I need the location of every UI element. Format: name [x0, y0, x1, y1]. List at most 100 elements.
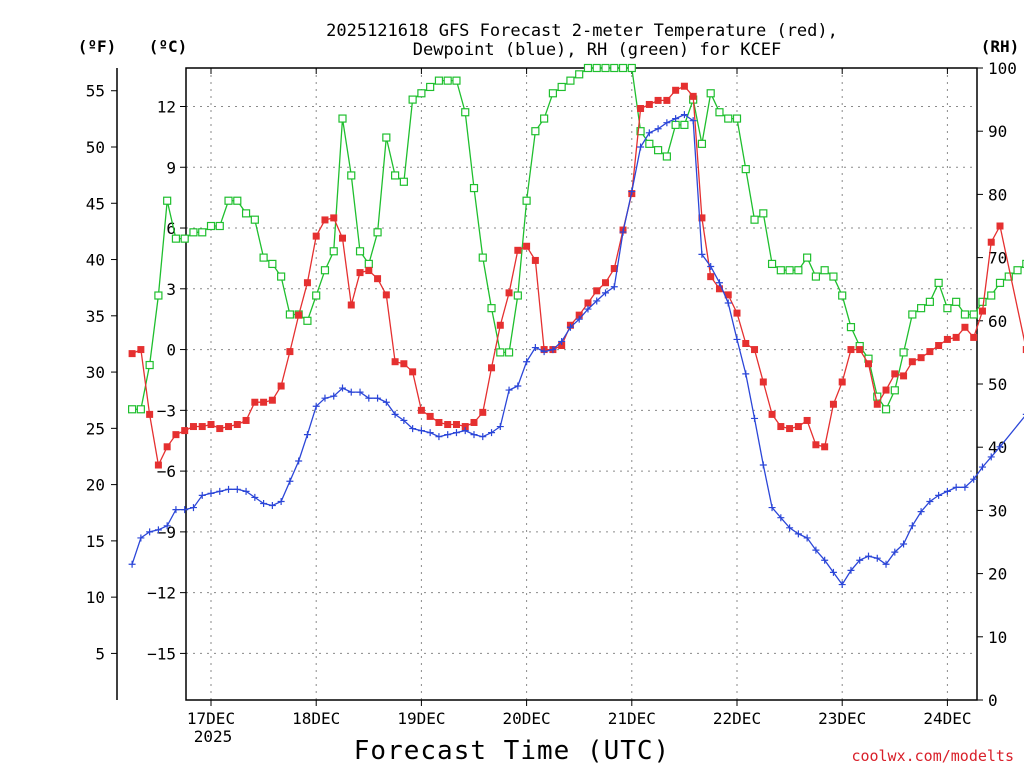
- fahrenheit-tick-label: 10: [86, 588, 105, 607]
- rh-point: [382, 133, 391, 142]
- rh-point: [1022, 259, 1024, 269]
- temperature-point: [794, 423, 802, 431]
- rh-tick-label: 50: [988, 375, 1007, 394]
- rh-point: [592, 63, 601, 73]
- dewpoint-point: [637, 143, 645, 151]
- rh-point: [426, 82, 435, 92]
- rh-point: [478, 253, 487, 262]
- rh-point: [943, 304, 952, 313]
- temperature-point: [715, 285, 723, 293]
- dewpoint-point: [996, 443, 1004, 451]
- rh-point: [557, 82, 566, 92]
- rh-point: [838, 291, 847, 300]
- rh-point: [785, 266, 794, 275]
- temperature-point: [891, 370, 899, 378]
- rh-point: [206, 221, 216, 231]
- rh-axis-unit: (RH): [981, 37, 1020, 56]
- dewpoint-point: [786, 524, 794, 532]
- rh-point: [250, 215, 259, 224]
- dewpoint-point: [496, 423, 504, 431]
- dewpoint-point: [505, 386, 513, 394]
- rh-point: [1013, 266, 1022, 275]
- temperature-point: [295, 311, 303, 319]
- dewpoint-point: [417, 427, 425, 435]
- dewpoint-point: [251, 493, 259, 501]
- dewpoint-point: [514, 382, 522, 390]
- rh-point: [338, 114, 347, 123]
- rh-point: [136, 405, 145, 414]
- rh-tick-label: 20: [988, 565, 1007, 584]
- temperature-point: [645, 100, 653, 108]
- dewpoint-point: [680, 111, 688, 119]
- rh-point: [145, 360, 154, 370]
- rh-point: [154, 291, 163, 300]
- dewpoint-point: [154, 526, 162, 534]
- temperature-point: [374, 275, 382, 283]
- dewpoint-point: [628, 188, 636, 196]
- rh-point: [846, 323, 856, 332]
- rh-point: [645, 139, 654, 148]
- rh-point: [890, 386, 899, 395]
- dewpoint-point: [347, 388, 355, 396]
- rh-point: [513, 291, 522, 300]
- dewpoint-point: [926, 497, 934, 505]
- rh-point: [952, 297, 961, 306]
- celsius-tick-label: −3: [157, 401, 176, 420]
- temperature-point: [225, 423, 233, 431]
- dewpoint-point: [426, 429, 434, 437]
- rh-point: [303, 316, 312, 325]
- series-1: [128, 111, 1024, 589]
- rh-tick-label: 100: [988, 59, 1017, 78]
- rh-point: [259, 253, 268, 262]
- temperature-point: [593, 287, 601, 295]
- rh-point: [662, 152, 671, 161]
- rh-point: [312, 291, 321, 300]
- x-tick-label: 20DEC: [503, 709, 551, 728]
- rh-tick-label: 70: [988, 249, 1007, 268]
- fahrenheit-tick-label: 55: [86, 82, 105, 101]
- dewpoint-point: [356, 388, 364, 396]
- fahrenheit-tick-label: 20: [86, 476, 105, 495]
- temperature-point: [154, 461, 162, 469]
- temperature-point: [821, 443, 829, 451]
- rh-point: [925, 297, 934, 306]
- rh-point: [163, 196, 172, 205]
- rh-point: [636, 127, 645, 136]
- temperature-point: [435, 418, 443, 426]
- rh-point: [391, 171, 400, 180]
- dewpoint-point: [943, 487, 951, 495]
- dewpoint-point: [935, 491, 943, 499]
- dewpoint-point: [610, 283, 618, 291]
- rh-point: [916, 304, 926, 313]
- rh-point: [803, 253, 812, 262]
- rh-point: [408, 95, 417, 104]
- temperature-point: [128, 350, 136, 358]
- dewpoint-point: [961, 483, 969, 491]
- rh-point: [504, 348, 514, 357]
- rh-tick-label: 10: [988, 628, 1007, 647]
- dewpoint-point: [821, 556, 829, 564]
- rh-point: [233, 196, 242, 205]
- x-axis-title: Forecast Time (UTC): [354, 736, 670, 766]
- dewpoint-point: [330, 392, 338, 400]
- dewpoint-point: [181, 506, 189, 514]
- rh-point: [706, 89, 715, 98]
- rh-point: [969, 310, 978, 319]
- dewpoint-point: [523, 358, 531, 366]
- rh-point: [715, 108, 724, 117]
- dewpoint-point: [768, 504, 776, 512]
- temperature-point: [829, 400, 837, 408]
- temperature-point: [768, 410, 776, 418]
- temperature-point: [733, 309, 741, 317]
- dewpoint-point: [374, 394, 382, 402]
- dewpoint-point: [856, 556, 864, 564]
- dewpoint-point: [838, 581, 846, 589]
- rh-point: [610, 63, 619, 73]
- dewpoint-point: [146, 528, 154, 536]
- dewpoint-point: [715, 279, 723, 287]
- rh-point: [531, 127, 540, 136]
- rh-tick-label: 30: [988, 501, 1007, 520]
- series-2: [128, 63, 1024, 414]
- temperature-point: [996, 222, 1004, 230]
- temperature-point: [987, 238, 995, 246]
